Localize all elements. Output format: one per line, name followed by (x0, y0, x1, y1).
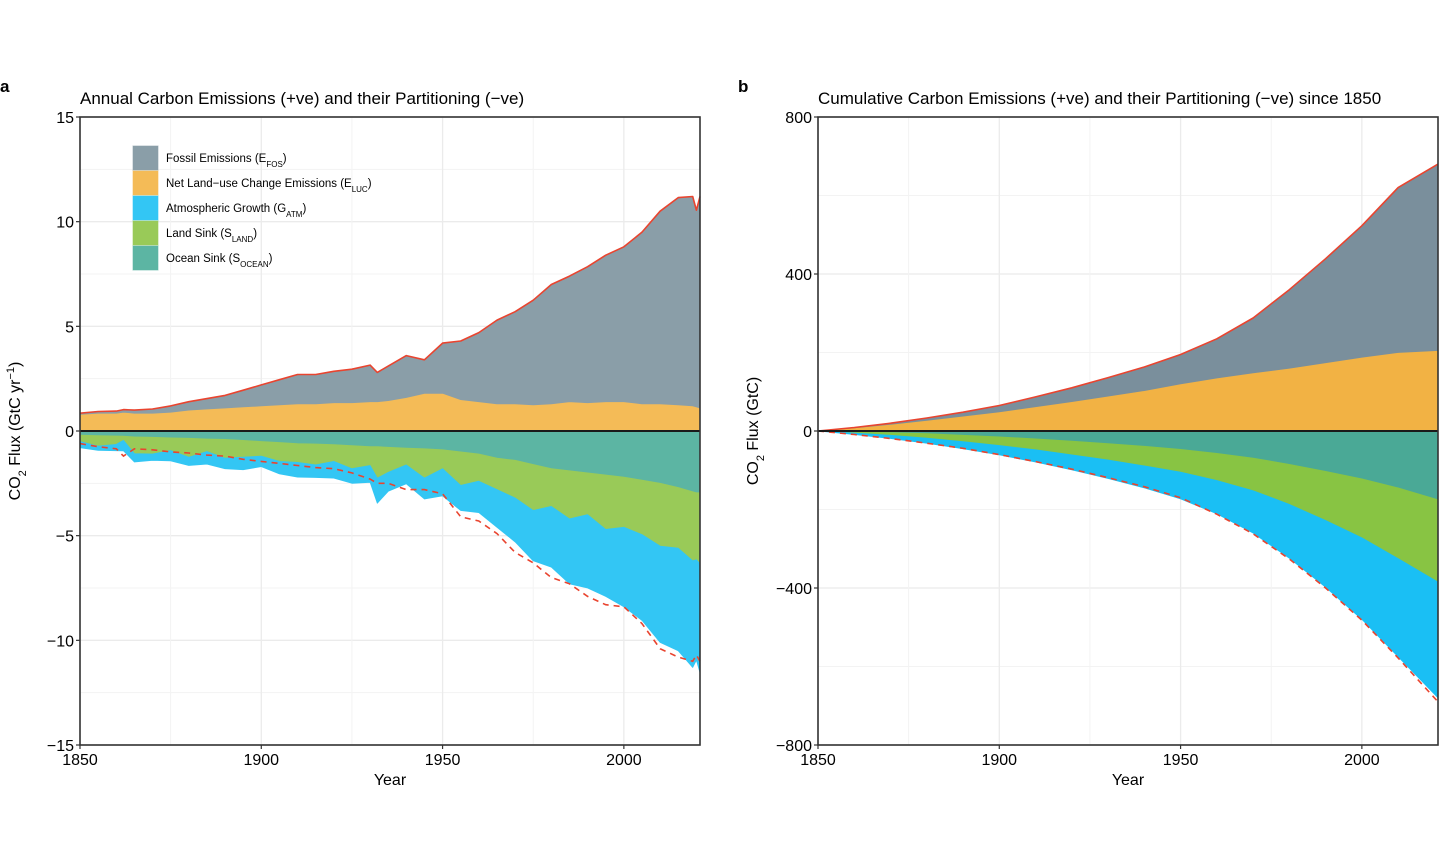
y-tick-label: 0 (65, 424, 74, 441)
y-tick-label: 0 (803, 424, 812, 441)
y-tick-label: 5 (65, 319, 74, 336)
x-tick-label: 1900 (243, 752, 279, 769)
panel-b: b Cumulative Carbon Emissions (+ve) and t… (738, 77, 1439, 789)
panel-letter: a (0, 77, 10, 96)
y-tick-label: 15 (56, 110, 74, 127)
x-tick-label: 1850 (800, 752, 836, 769)
y-tick-label: −800 (776, 738, 812, 755)
legend-swatch (132, 170, 159, 196)
y-tick-label: −400 (776, 581, 812, 598)
total-sinks-line (817, 430, 1439, 703)
legend-swatch (132, 195, 159, 221)
y-tick-label: 10 (56, 215, 74, 232)
x-tick-label: 1950 (1163, 752, 1199, 769)
x-tick-label: 1900 (981, 752, 1017, 769)
y-tick-label: −5 (56, 529, 74, 546)
legend-swatch (132, 145, 159, 171)
legend: Fossil Emissions (EFOS) Net Land−use Chan… (132, 145, 372, 271)
legend-label: Atmospheric Growth (GATM) (166, 203, 306, 219)
x-tick-label: 2000 (606, 752, 642, 769)
total-sources-line (817, 163, 1439, 432)
legend-swatch (132, 245, 159, 271)
y-tick-label: −10 (47, 633, 74, 650)
chart-title: Annual Carbon Emissions (+ve) and their … (80, 89, 524, 108)
x-axis-label: Year (1112, 772, 1145, 789)
legend-label: Net Land−use Change Emissions (ELUC) (166, 178, 372, 194)
x-tick-label: 2000 (1344, 752, 1380, 769)
legend-label: Ocean Sink (SOCEAN) (166, 253, 273, 269)
x-axis-label: Year (374, 772, 407, 789)
x-tick-label: 1950 (425, 752, 461, 769)
legend-swatch (132, 220, 159, 246)
y-tick-label: −15 (47, 738, 74, 755)
x-tick-label: 1850 (62, 752, 98, 769)
y-tick-label: 800 (785, 110, 812, 127)
total-sinks-line (79, 442, 701, 663)
panel-a: a Annual Carbon Emissions (+ve) and their… (0, 77, 701, 789)
legend-label: Fossil Emissions (EFOS) (166, 153, 287, 169)
legend-label: Land Sink (SLAND) (166, 228, 257, 244)
y-tick-label: 400 (785, 267, 812, 284)
chart-title: Cumulative Carbon Emissions (+ve) and th… (818, 89, 1381, 108)
panel-letter: b (738, 77, 748, 96)
y-axis-label: CO2 Flux (GtC) (745, 377, 767, 485)
total-sources-line (79, 195, 701, 414)
y-axis-label: CO2 Flux (GtC yr−1) (5, 362, 29, 501)
